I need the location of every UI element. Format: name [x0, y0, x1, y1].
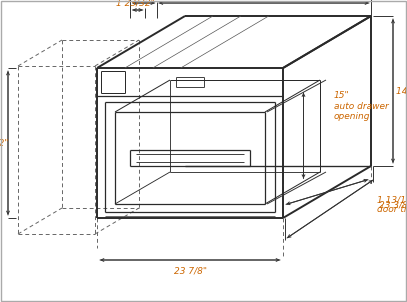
Text: 23 3/8": 23 3/8": [379, 201, 407, 210]
Text: 15": 15": [334, 91, 350, 100]
Text: 1 13/16": 1 13/16": [377, 195, 407, 204]
Text: 1 23/32": 1 23/32": [116, 0, 155, 7]
Text: auto drawer: auto drawer: [334, 102, 389, 111]
Text: 23 7/8": 23 7/8": [173, 266, 206, 275]
Text: opening: opening: [334, 112, 370, 121]
Text: 15 13/32": 15 13/32": [0, 139, 8, 147]
Text: 14 19/32": 14 19/32": [396, 86, 407, 95]
Text: door thickness: door thickness: [377, 205, 407, 214]
